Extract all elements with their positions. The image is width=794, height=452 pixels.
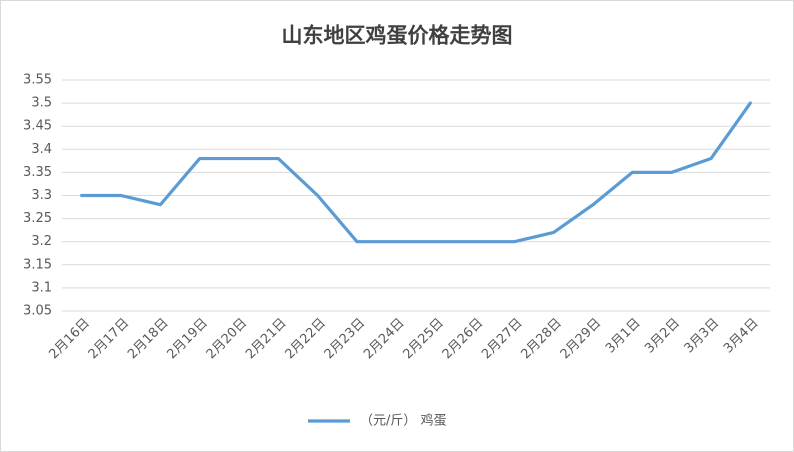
y-tick-label: 3.4 xyxy=(31,142,52,157)
y-tick-label: 3.55 xyxy=(23,73,52,88)
y-tick-label: 3.2 xyxy=(31,234,52,249)
chart-title: 山东地区鸡蛋价格走势图 xyxy=(282,23,513,48)
y-tick-label: 3.35 xyxy=(23,165,52,180)
y-tick-label: 3.3 xyxy=(31,188,52,203)
y-tick-label: 3.05 xyxy=(23,304,52,319)
y-tick-label: 3.25 xyxy=(23,211,52,226)
y-tick-label: 3.5 xyxy=(31,96,52,111)
y-tick-label: 3.1 xyxy=(31,280,52,295)
y-tick-label: 3.45 xyxy=(23,119,52,134)
series-line xyxy=(80,101,752,244)
legend-label: （元/斤） 鸡蛋 xyxy=(360,413,447,429)
y-tick-label: 3.15 xyxy=(23,257,52,272)
